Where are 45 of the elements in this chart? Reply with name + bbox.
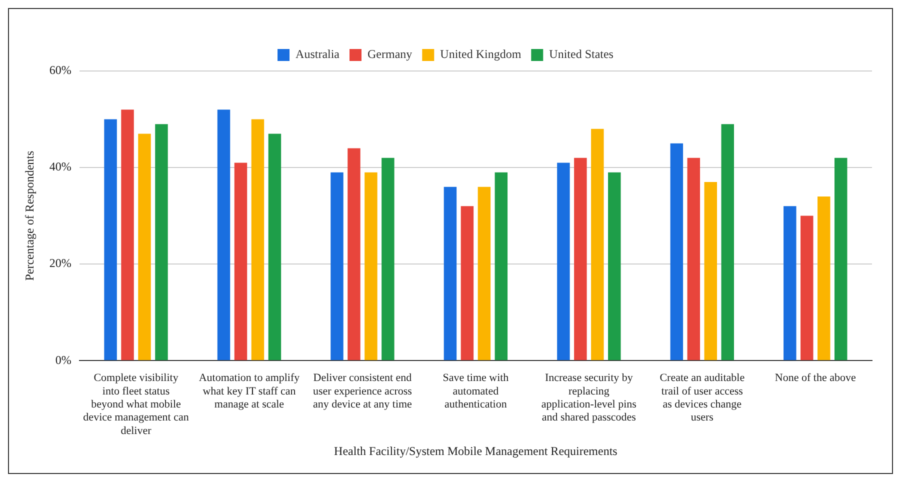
bar: [608, 172, 621, 360]
bar: [670, 143, 684, 360]
bar: [784, 206, 796, 360]
x-tick-label: Complete visibility into fleet status beyond what mobile device management can deliver: [83, 372, 190, 437]
x-tick-label: Automation to amplify what key IT staff can manage at scale: [198, 372, 300, 410]
bar: [155, 124, 168, 360]
x-tick-label: None of the above: [774, 372, 856, 384]
legend-label: United States: [549, 47, 614, 62]
bar: [444, 186, 457, 360]
y-tick-label: 0%: [55, 352, 72, 367]
bar: [364, 172, 378, 360]
bar: [348, 148, 360, 360]
bar: [721, 124, 734, 360]
legend-label: United Kingdom: [440, 47, 522, 62]
bar: [121, 110, 134, 360]
legend-label: Germany: [368, 47, 412, 62]
x-tick-label: Create an auditable trail of user access as devices change users: [660, 372, 745, 424]
x-tick-label: Increase security by replacing application-level pins and shared passcodes: [541, 372, 636, 424]
bar: [251, 119, 264, 360]
bar: [217, 110, 230, 360]
bar: [818, 196, 830, 360]
bar: [557, 162, 570, 360]
bar: [834, 158, 848, 360]
bar: [591, 128, 604, 360]
x-tick-label: Save time with automated authentication: [442, 372, 510, 410]
bar: [234, 162, 248, 360]
bar: [687, 158, 700, 360]
y-axis-title: Percentage of Respondents: [22, 150, 36, 281]
y-tick-label: 60%: [49, 63, 72, 78]
bar: [478, 186, 491, 360]
x-tick-label: Deliver consistent end user experience across any device at any time: [312, 372, 412, 410]
x-axis-title: Health Facility/System Mobile Management Requirements: [334, 444, 618, 458]
y-tick-label: 40%: [49, 160, 72, 174]
legend-label: Australia: [296, 47, 340, 62]
bar: [330, 172, 344, 360]
bar: [382, 158, 394, 360]
bar: [104, 119, 117, 360]
bar: [460, 206, 474, 360]
bar: [574, 158, 587, 360]
bar: [704, 182, 718, 360]
bar: [800, 216, 814, 360]
bar: [494, 172, 508, 360]
bar: [268, 134, 282, 360]
bar: [138, 134, 151, 360]
y-tick-label: 20%: [49, 256, 72, 270]
